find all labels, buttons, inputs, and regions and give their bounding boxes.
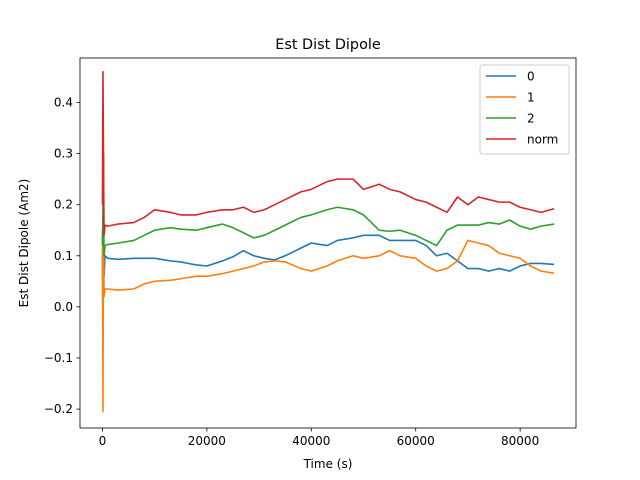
x-axis-title: Time (s) [303, 457, 353, 471]
y-tick-label: 0.2 [54, 198, 73, 212]
plot-lines [101, 71, 555, 413]
x-tick-label: 20000 [188, 434, 226, 448]
y-tick-label: −0.1 [44, 351, 73, 365]
series-line-2 [101, 203, 555, 257]
y-tick-label: 0.0 [54, 300, 73, 314]
y-tick-label: 0.3 [54, 147, 73, 161]
legend-label-1: 1 [527, 91, 535, 105]
y-tick-label: −0.2 [44, 402, 73, 416]
series-line-norm [101, 71, 555, 237]
x-axis: 0 20000 40000 60000 80000 [99, 428, 539, 448]
legend-label-norm: norm [527, 133, 558, 147]
chart-title: Est Dist Dipole [275, 37, 381, 53]
legend: 0 1 2 norm [479, 64, 570, 155]
legend-label-0: 0 [527, 70, 535, 84]
y-axis-title: Est Dist Dipole (Am2) [17, 179, 31, 308]
y-axis: −0.2 −0.1 0.0 0.1 0.2 0.3 0.4 [44, 95, 80, 416]
y-tick-label: 0.4 [54, 95, 73, 109]
legend-label-2: 2 [527, 112, 535, 126]
x-tick-label: 80000 [501, 434, 539, 448]
series-line-1 [101, 203, 555, 413]
x-tick-label: 0 [99, 434, 107, 448]
series-line-0 [101, 152, 555, 344]
x-tick-label: 40000 [292, 434, 330, 448]
x-tick-label: 60000 [397, 434, 435, 448]
legend-box [479, 64, 570, 155]
y-tick-label: 0.1 [54, 249, 73, 263]
plot-frame [79, 57, 577, 429]
